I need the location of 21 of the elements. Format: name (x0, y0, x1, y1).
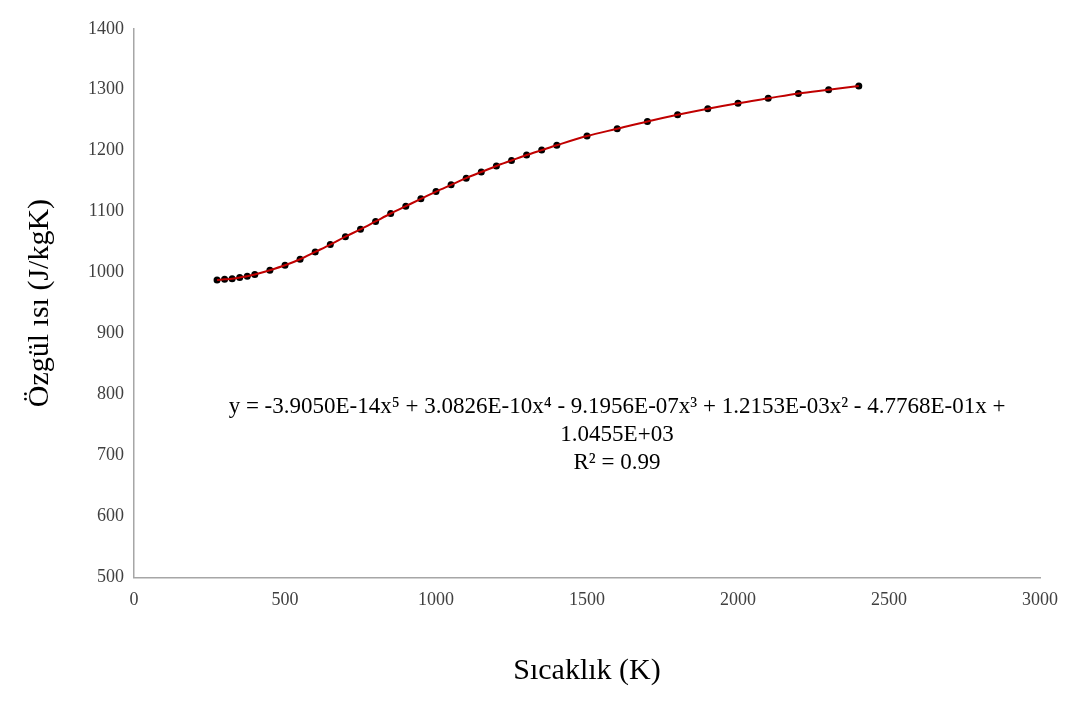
y-tick-label: 1300 (88, 78, 124, 99)
annotation: y = -3.9050E-14x⁵ + 3.0826E-10x⁴ - 9.1956E-07x³ + 1.2153E-03x² - 4.7768E-01x + 1.0455E+03 (228, 393, 1006, 447)
annotation: R² = 0.99 (573, 449, 661, 475)
y-tick-label: 1100 (88, 200, 124, 221)
y-tick-label: 1000 (88, 261, 124, 282)
y-tick-label: 700 (97, 444, 124, 465)
y-tick-label: 600 (97, 505, 124, 526)
y-axis-title: Özgül ısı (J/kgK) (20, 198, 55, 408)
x-tick-label: 2000 (720, 588, 756, 609)
x-tick-label: 2500 (871, 588, 907, 609)
x-axis-title: Sıcaklık (K) (513, 651, 661, 686)
x-tick-label: 500 (271, 588, 299, 609)
x-tick-label: 1500 (569, 588, 605, 609)
y-tick-label: 1200 (88, 139, 124, 160)
x-tick-label: 0 (129, 588, 139, 609)
y-tick-label: 900 (97, 322, 124, 343)
y-tick-label: 1400 (88, 17, 124, 38)
x-tick-label: 1000 (418, 588, 454, 609)
x-tick-label: 3000 (1022, 588, 1058, 609)
y-tick-label: 500 (97, 566, 124, 587)
y-tick-label: 800 (97, 383, 124, 404)
